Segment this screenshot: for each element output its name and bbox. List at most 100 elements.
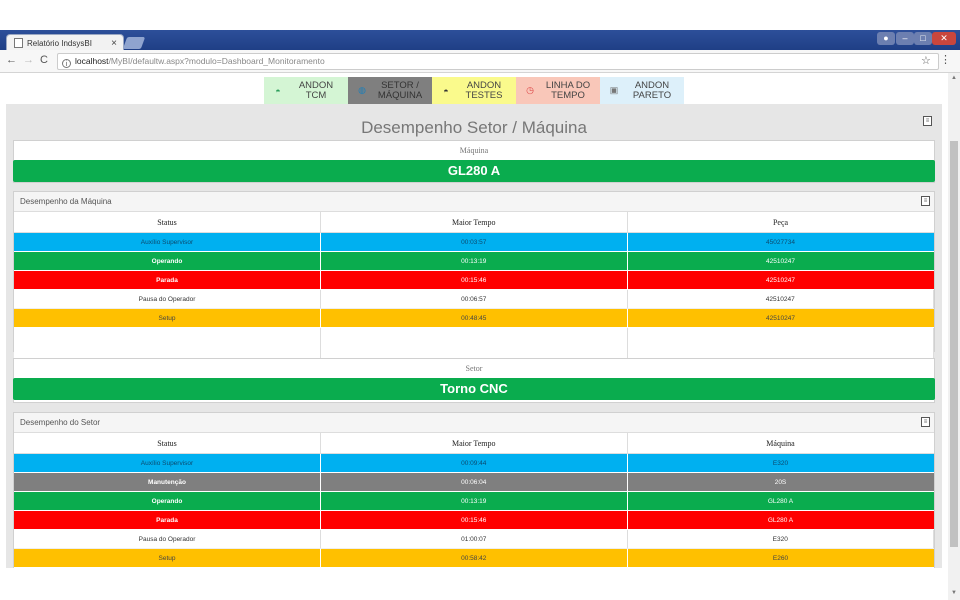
andon-lamp-icon: ◓	[275, 85, 281, 96]
minimize-button[interactable]: –	[896, 32, 914, 45]
table-row: Auxílio Supervisor 00:03:57 45027734	[14, 232, 934, 252]
nav-label-line2: MÁQUINA	[377, 89, 423, 101]
column-header: Maior Tempo	[320, 433, 628, 454]
page-scrollbar[interactable]: ▲ ▼	[948, 73, 960, 600]
machine-performance-panel: Desempenho da Máquina ≡ Status Maior Tem…	[13, 191, 935, 365]
image-icon: ▣	[609, 85, 619, 95]
table-row: Setup 00:48:45 42510247	[14, 308, 934, 328]
scrollbar-thumb[interactable]	[950, 141, 958, 547]
column-header: Status	[14, 212, 321, 233]
clock-icon: ◷	[526, 85, 534, 95]
nav-linha-do-tempo-button[interactable]: ◷ LINHA DO TEMPO	[516, 77, 600, 104]
status-cell: Parada	[14, 270, 321, 290]
status-cell: Setup	[14, 548, 321, 568]
column-header: Status	[14, 433, 321, 454]
machine-performance-table: Status Maior Tempo Peça Auxílio Supervis…	[14, 212, 934, 365]
part-cell: 42510247	[627, 270, 934, 290]
nav-andon-pareto-button[interactable]: ▣ ANDON PARETO	[600, 77, 684, 104]
machine-panel: Máquina GL280 A	[13, 140, 935, 183]
globe-icon: ◍	[358, 85, 366, 95]
tab-strip	[0, 30, 960, 50]
time-cell: 00:58:42	[320, 548, 628, 568]
nav-label-line2: TESTES	[465, 89, 503, 101]
sector-name-bar: Torno CNC	[13, 378, 935, 400]
column-header: Peça	[627, 212, 934, 233]
status-cell: Setup	[14, 308, 321, 328]
part-cell: 45027734	[627, 232, 934, 252]
time-cell: 00:03:57	[320, 232, 628, 252]
part-cell: 42510247	[627, 308, 934, 328]
time-cell: 00:48:45	[320, 308, 628, 328]
nav-label-line2: TEMPO	[551, 89, 585, 101]
nav-label-line1: ANDON	[634, 79, 670, 91]
status-cell: Manutenção	[14, 472, 321, 492]
export-pdf-icon[interactable]: ≡	[921, 417, 930, 427]
nav-setor-maquina-button[interactable]: ◍ SETOR / MÁQUINA	[348, 77, 432, 104]
column-header: Maior Tempo	[320, 212, 628, 233]
time-cell: 00:09:44	[320, 453, 628, 473]
site-info-icon[interactable]: i	[62, 59, 71, 68]
nav-andon-tcm-button[interactable]: ◓ ANDON TCM	[264, 77, 348, 104]
tab-close-icon[interactable]: ×	[111, 37, 117, 49]
url-input[interactable]: i localhost/MyBI/defaultw.aspx?modulo=Das…	[57, 53, 939, 70]
dashboard-container: Desempenho Setor / Máquina ≡ Máquina GL2…	[6, 104, 942, 568]
status-cell: Pausa do Operador	[14, 289, 321, 309]
export-pdf-icon[interactable]: ≡	[921, 196, 930, 206]
part-cell: 42510247	[627, 251, 934, 271]
status-cell: Auxílio Supervisor	[14, 232, 321, 252]
module-nav: ◓ ANDON TCM ◍ SETOR / MÁQUINA ◓ ANDON TESTE…	[264, 77, 684, 104]
table-row: Pausa do Operador 00:06:57 42510247	[14, 289, 934, 309]
browser-tab[interactable]: Relatório IndsysBI ×	[6, 34, 124, 51]
machine-cell: 20S	[627, 472, 934, 492]
table-row: Operando 00:13:19 GL280 A	[14, 491, 934, 511]
time-cell: 00:15:46	[320, 510, 628, 530]
url-path: /MyBI/defaultw.aspx?modulo=Dashboard_Mon…	[108, 56, 325, 66]
status-cell: Pausa do Operador	[14, 529, 321, 549]
part-cell: 42510247	[627, 289, 934, 309]
machine-cell: GL280 A	[627, 491, 934, 511]
machine-table-title: Desempenho da Máquina	[20, 197, 112, 206]
browser-menu-icon[interactable]: ⋮	[940, 54, 951, 66]
nav-andon-testes-button[interactable]: ◓ ANDON TESTES	[432, 77, 516, 104]
machine-name-bar: GL280 A	[13, 160, 935, 182]
nav-label-line1: ANDON	[466, 79, 502, 91]
time-cell: 00:06:57	[320, 289, 628, 309]
column-header: Máquina	[627, 433, 934, 454]
export-pdf-icon[interactable]: ≡	[923, 116, 932, 126]
nav-label-line2: TCM	[305, 89, 327, 101]
andon-lamp-icon: ◓	[443, 85, 449, 96]
sector-performance-table: Status Maior Tempo Máquina Auxílio Super…	[14, 433, 934, 568]
page-favicon-icon	[14, 38, 23, 48]
scroll-down-icon[interactable]: ▼	[951, 590, 957, 596]
page-title: Desempenho Setor / Máquina	[361, 118, 587, 137]
sector-panel: Setor Torno CNC	[13, 358, 935, 403]
table-row: Parada 00:15:46 42510247	[14, 270, 934, 290]
table-row: Operando 00:13:19 42510247	[14, 251, 934, 271]
nav-label-line1: LINHA DO	[545, 79, 591, 91]
time-cell: 00:13:19	[320, 491, 628, 511]
sector-performance-panel: Desempenho do Setor ≡ Status Maior Tempo…	[13, 412, 935, 568]
sector-table-title: Desempenho do Setor	[20, 418, 101, 427]
reload-icon[interactable]: C	[40, 54, 48, 66]
back-arrow-icon[interactable]: ←	[6, 54, 17, 66]
sector-table-header: Desempenho do Setor ≡	[14, 413, 934, 433]
maximize-button[interactable]: □	[914, 32, 932, 45]
table-row: Auxílio Supervisor 00:09:44 E320	[14, 453, 934, 473]
user-profile-icon[interactable]: ●	[877, 32, 895, 45]
status-cell: Operando	[14, 491, 321, 511]
nav-label-line1: ANDON	[298, 79, 334, 91]
machine-cell: GL280 A	[627, 510, 934, 530]
machine-caption: Máquina	[459, 146, 489, 155]
time-cell: 00:06:04	[320, 472, 628, 492]
scroll-up-icon[interactable]: ▲	[951, 75, 957, 81]
status-cell: Auxílio Supervisor	[14, 453, 321, 473]
machine-cell: E320	[627, 529, 934, 549]
forward-arrow-icon[interactable]: →	[23, 54, 34, 66]
bookmark-star-icon[interactable]: ☆	[921, 55, 931, 67]
table-row: Pausa do Operador 01:00:07 E320	[14, 529, 934, 549]
machine-cell: E320	[627, 453, 934, 473]
status-cell: Operando	[14, 251, 321, 271]
status-cell: Parada	[14, 510, 321, 530]
time-cell: 00:13:19	[320, 251, 628, 271]
close-window-button[interactable]: ✕	[932, 32, 956, 45]
